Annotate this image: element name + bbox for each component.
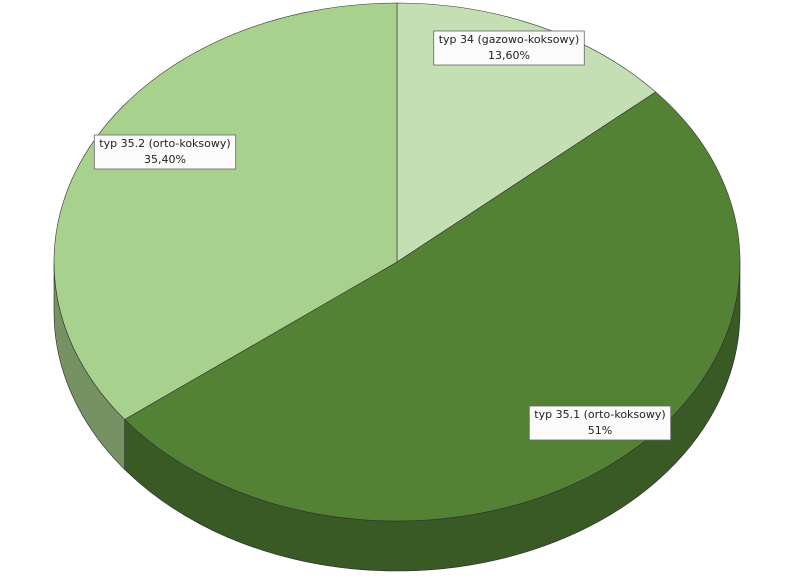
data-label: typ 35.1 (orto-koksowy) 51% (528, 405, 672, 441)
label-category: typ 35.2 (orto-koksowy) (99, 137, 230, 150)
slice-side-shade (124, 262, 740, 571)
slice (396, 2, 657, 263)
data-label: typ 35.2 (orto-koksowy) 35,40% (93, 134, 237, 170)
label-value: 13,60% (488, 49, 530, 62)
label-category: typ 35.1 (orto-koksowy) (534, 408, 665, 421)
label-value: 51% (588, 424, 612, 437)
data-label: typ 34 (gazowo-koksowy) 13,60% (433, 30, 585, 66)
label-box (433, 30, 585, 66)
label-box (528, 405, 672, 441)
slice-side-shade (54, 262, 125, 470)
label-category: typ 34 (gazowo-koksowy) (439, 33, 580, 46)
label-value: 35,40% (144, 153, 186, 166)
label-box (93, 134, 237, 170)
slice (53, 2, 398, 420)
